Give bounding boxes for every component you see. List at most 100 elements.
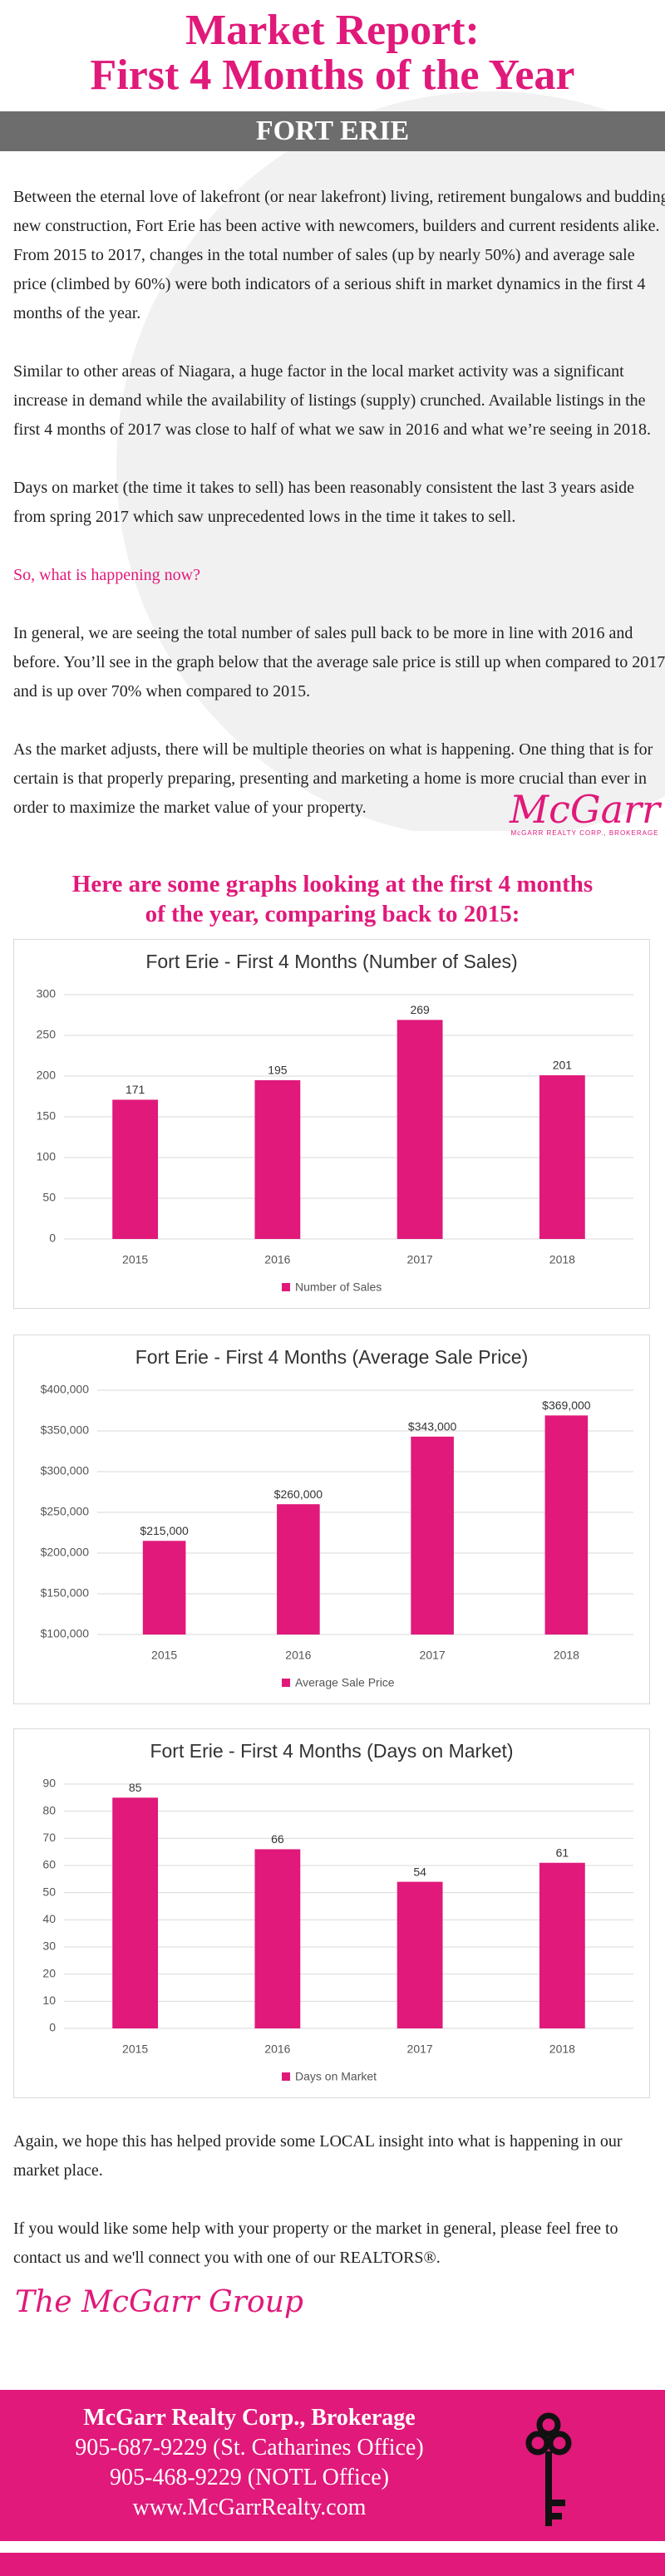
data-label: $260,000: [274, 1487, 323, 1501]
legend-swatch: [282, 2072, 290, 2081]
footer-company: McGarr Realty Corp., Brokerage: [83, 2405, 416, 2431]
bar: [112, 1099, 159, 1239]
data-label: 171: [126, 1083, 145, 1096]
y-tick-label: 30: [42, 1939, 56, 1953]
y-tick-label: $150,000: [41, 1586, 90, 1600]
body-text: Between the eternal love of lakefront (o…: [13, 183, 665, 852]
data-label: 269: [410, 1003, 430, 1016]
y-tick-label: 60: [42, 1858, 56, 1871]
y-tick-label: 150: [37, 1109, 57, 1123]
x-tick-label: 2016: [264, 1253, 290, 1266]
paragraph: Again, we hope this has helped provide s…: [13, 2132, 623, 2180]
y-tick-label: $200,000: [41, 1546, 90, 1559]
data-label: 85: [129, 1781, 142, 1794]
footer-phone: 905-468-9229 (NOTL Office): [110, 2465, 389, 2490]
bar: [142, 1541, 186, 1635]
bar: [397, 1020, 443, 1239]
chart-box: Fort Erie - First 4 Months (Days on Mark…: [13, 1728, 650, 2098]
y-tick-label: 40: [42, 1912, 56, 1925]
paragraph: Between the eternal love of lakefront (o…: [13, 188, 665, 322]
y-tick-label: 20: [42, 1966, 56, 1979]
data-label: 201: [553, 1059, 573, 1072]
data-label: $215,000: [140, 1524, 189, 1537]
chart: Fort Erie - First 4 Months (Days on Mark…: [42, 1740, 633, 2083]
y-tick-label: 10: [42, 1993, 56, 2007]
bar: [397, 1881, 443, 2028]
question: So, what is happening now?: [13, 566, 200, 584]
y-tick-label: 100: [37, 1150, 57, 1163]
chart: Fort Erie - First 4 Months (Average Sale…: [41, 1346, 633, 1689]
chart-box: Fort Erie - First 4 Months (Average Sale…: [13, 1335, 650, 1704]
paragraph: Days on market (the time it takes to sel…: [13, 479, 635, 526]
x-tick-label: 2015: [151, 1649, 177, 1662]
y-tick-label: 200: [37, 1069, 57, 1082]
footer-strip: [0, 2553, 665, 2576]
x-tick-label: 2016: [285, 1649, 311, 1662]
chart-title: Fort Erie - First 4 Months (Average Sale…: [135, 1346, 529, 1368]
y-tick-label: 70: [42, 1831, 56, 1844]
y-tick-label: $350,000: [41, 1423, 90, 1437]
graphs-heading: of the year, comparing back to 2015:: [145, 901, 520, 927]
key-icon: [525, 2412, 572, 2526]
bar: [254, 1849, 301, 2028]
x-tick-label: 2015: [122, 2043, 148, 2056]
data-label: 54: [413, 1865, 426, 1878]
y-tick-label: $250,000: [41, 1505, 90, 1518]
legend-label: Average Sale Price: [295, 1676, 395, 1689]
background-circle: [116, 91, 665, 831]
y-tick-label: 300: [37, 987, 57, 1000]
bar: [539, 1862, 585, 2028]
title-line: Market Report:: [185, 7, 480, 54]
legend-label: Days on Market: [295, 2070, 377, 2083]
logo-tagline: McGARR REALTY CORP., BROKERAGE: [510, 829, 659, 837]
y-tick-label: 250: [37, 1028, 57, 1041]
x-tick-label: 2018: [549, 2043, 575, 2056]
x-tick-label: 2018: [554, 1649, 579, 1662]
y-tick-label: 50: [42, 1885, 56, 1898]
title-line: First 4 Months of the Year: [90, 52, 575, 99]
legend-label: Number of Sales: [295, 1281, 382, 1294]
graphs-heading: Here are some graphs looking at the firs…: [71, 871, 594, 897]
x-tick-label: 2018: [549, 1253, 575, 1266]
x-tick-label: 2017: [420, 1649, 446, 1662]
closing-text: Again, we hope this has helped provide s…: [13, 2127, 662, 2302]
data-label: $343,000: [408, 1420, 457, 1433]
bar: [112, 1797, 159, 2028]
y-tick-label: 0: [49, 2021, 56, 2034]
bar: [539, 1075, 585, 1239]
x-tick-label: 2017: [407, 1253, 433, 1266]
bar: [277, 1504, 320, 1635]
legend-swatch: [282, 1679, 290, 1687]
logo-name: McGarr: [509, 787, 660, 832]
y-tick-label: $400,000: [41, 1383, 90, 1396]
bar: [254, 1079, 301, 1239]
banner: FORT ERIE: [0, 111, 665, 151]
y-tick-label: $300,000: [41, 1464, 90, 1477]
legend-swatch: [282, 1283, 290, 1291]
x-tick-label: 2015: [122, 1253, 148, 1266]
chart-box: Fort Erie - First 4 Months (Number of Sa…: [13, 939, 650, 1309]
paragraph: If you would like some help with your pr…: [13, 2220, 618, 2267]
bar: [544, 1415, 589, 1635]
bar: [411, 1436, 454, 1635]
footer-website: www.McGarrRealty.com: [132, 2495, 367, 2520]
y-tick-label: 80: [42, 1803, 56, 1816]
x-tick-label: 2016: [264, 2043, 290, 2056]
y-tick-label: $100,000: [41, 1627, 90, 1640]
data-label: 66: [271, 1832, 284, 1846]
y-tick-label: 0: [49, 1231, 56, 1245]
footer-phone: 905-687-9229 (St. Catharines Office): [75, 2435, 424, 2460]
paragraph: Similar to other areas of Niagara, a hug…: [13, 362, 652, 439]
chart-title: Fort Erie - First 4 Months (Number of Sa…: [145, 951, 517, 972]
data-label: 195: [268, 1064, 288, 1077]
logo: McGarr McGARR REALTY CORP., BROKERAGE: [510, 789, 660, 837]
data-label: 61: [556, 1846, 569, 1859]
y-tick-label: 90: [42, 1777, 56, 1790]
paragraph: As the market adjusts, there will be mul…: [13, 740, 653, 817]
y-tick-label: 50: [42, 1191, 56, 1204]
signature: The McGarr Group: [15, 2285, 303, 2319]
chart: Fort Erie - First 4 Months (Number of Sa…: [37, 951, 633, 1294]
x-tick-label: 2017: [407, 2043, 433, 2056]
paragraph: In general, we are seeing the total numb…: [13, 624, 665, 701]
